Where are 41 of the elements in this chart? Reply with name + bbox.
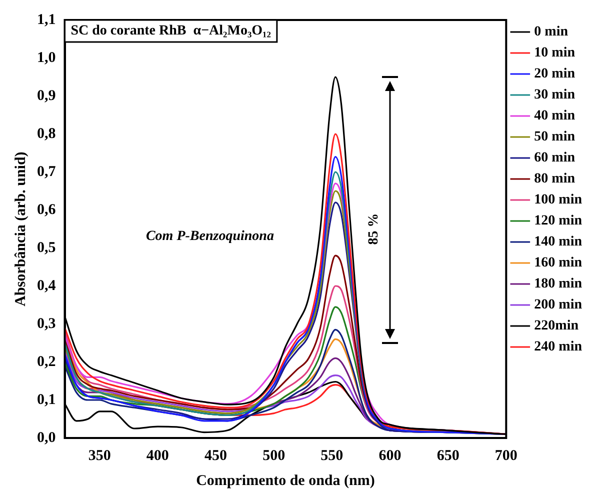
y-tick-label: 0,2	[37, 354, 56, 370]
legend-label: 80 min	[534, 172, 576, 187]
x-tick-label: 600	[378, 448, 402, 464]
legend-label: 100 min	[534, 192, 582, 208]
chart-title: SC do corante RhB α−Al₂Mo₃O₁₂	[70, 24, 271, 39]
y-tick-label: 0,1	[37, 392, 56, 408]
legend-label: 60 min	[534, 150, 576, 166]
x-tick-label: 350	[88, 448, 111, 464]
y-tick-label: 0,4	[37, 278, 56, 294]
legend-label: 140 min	[534, 234, 582, 250]
y-tick-label: 1,1	[37, 12, 56, 28]
x-tick-label: 450	[204, 448, 228, 464]
x-tick-label: 700	[494, 448, 518, 464]
y-axis-title: Absorbância (arb. unid)	[12, 152, 29, 306]
legend-label: 10 min	[534, 46, 576, 61]
y-tick-label: 1,0	[37, 50, 56, 66]
legend-label: 160 min	[534, 256, 582, 271]
legend-label: 180 min	[534, 276, 582, 292]
y-tick-label: 0,5	[37, 240, 56, 256]
y-tick-label: 0,6	[37, 202, 56, 218]
annotation: Com P-Benzoquinona	[146, 229, 274, 244]
legend-label: 20 min	[534, 66, 576, 82]
annotation: 85 %	[366, 213, 382, 245]
x-tick-label: 550	[320, 448, 344, 464]
x-tick-label: 400	[146, 448, 169, 464]
legend-label: 200 min	[534, 298, 582, 313]
y-tick-label: 0,0	[37, 430, 56, 446]
legend-label: 40 min	[534, 108, 576, 124]
x-tick-label: 650	[436, 448, 460, 464]
y-tick-label: 0,8	[37, 126, 56, 142]
x-axis-title: Comprimento de onda (nm)	[196, 472, 375, 489]
legend-label: 0 min	[534, 24, 568, 40]
y-tick-label: 0,3	[37, 316, 56, 332]
legend-label: 30 min	[534, 88, 576, 103]
y-tick-label: 0,9	[37, 88, 56, 104]
legend-label: 50 min	[534, 130, 576, 145]
y-tick-label: 0,7	[37, 164, 56, 180]
legend-label: 120 min	[534, 214, 582, 229]
legend-label: 220min	[534, 318, 579, 334]
legend-label: 240 min	[534, 340, 582, 355]
x-tick-label: 500	[262, 448, 286, 464]
